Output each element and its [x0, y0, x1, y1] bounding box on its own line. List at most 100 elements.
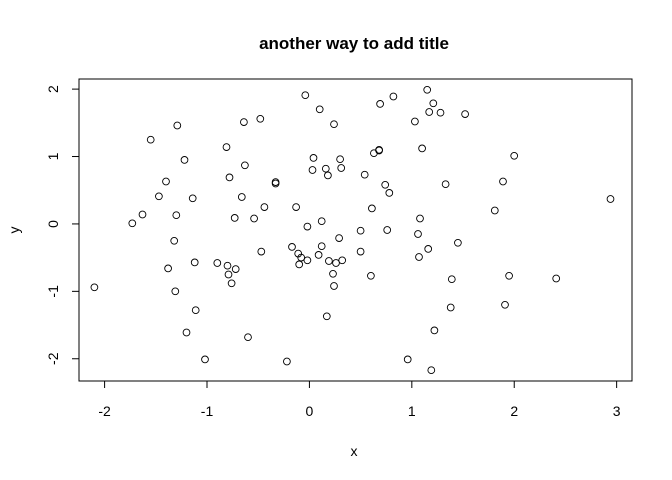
data-point	[213, 259, 222, 267]
data-point	[256, 114, 265, 123]
data-point	[367, 271, 375, 280]
data-point	[418, 144, 426, 153]
data-point	[314, 251, 323, 259]
data-point	[415, 253, 423, 261]
data-point	[330, 282, 338, 290]
data-point	[425, 108, 434, 116]
data-point	[403, 355, 412, 364]
data-point	[308, 166, 317, 174]
data-point	[288, 243, 296, 251]
data-point	[499, 177, 507, 186]
data-point	[182, 328, 191, 337]
data-point	[146, 135, 155, 144]
data-point	[297, 253, 306, 262]
data-point	[201, 355, 209, 364]
data-point	[337, 164, 346, 172]
data-point	[240, 118, 248, 126]
data-point	[172, 211, 181, 220]
data-point	[338, 256, 347, 265]
data-point	[461, 110, 469, 118]
y-tick-label: 0	[45, 220, 61, 228]
data-point	[180, 156, 189, 164]
data-point	[389, 92, 398, 101]
data-point	[383, 226, 392, 234]
data-point	[301, 91, 310, 100]
data-point	[322, 312, 331, 321]
y-tick-label: -1	[45, 285, 61, 298]
plot-frame	[78, 78, 633, 382]
data-point	[375, 145, 383, 154]
data-point	[330, 120, 338, 129]
x-tick-label: -2	[98, 403, 111, 419]
data-point	[552, 274, 561, 283]
data-point	[436, 108, 445, 117]
x-tick-label: 0	[306, 403, 314, 419]
data-point	[505, 271, 513, 280]
data-point	[128, 219, 137, 228]
data-point	[191, 306, 200, 315]
data-point	[335, 234, 343, 242]
data-point	[368, 204, 376, 213]
data-point	[171, 287, 180, 296]
data-point	[427, 366, 436, 375]
y-axis-label: y	[6, 227, 22, 234]
data-point	[606, 195, 615, 203]
data-point	[441, 180, 450, 189]
data-point	[309, 154, 318, 162]
data-point	[241, 161, 249, 170]
chart-title: another way to add title	[259, 34, 449, 53]
data-point	[173, 121, 182, 130]
data-points	[90, 85, 615, 375]
data-point	[231, 265, 240, 273]
y-axis: -2 -1 0 1 2	[45, 85, 80, 365]
x-tick-label: 2	[510, 403, 518, 419]
data-point	[237, 193, 246, 201]
y-tick-label: 2	[45, 85, 61, 93]
data-point	[155, 192, 163, 201]
data-point	[416, 214, 424, 223]
data-point	[430, 326, 439, 335]
data-point	[303, 256, 312, 265]
data-point	[244, 333, 252, 342]
data-point	[283, 357, 291, 366]
data-point	[490, 206, 499, 215]
data-point	[190, 258, 199, 267]
data-point	[303, 222, 312, 231]
data-point	[317, 217, 326, 226]
data-point	[90, 283, 99, 292]
x-axis: -2 -1 0 1 2 3	[98, 380, 621, 419]
data-point	[424, 245, 433, 253]
data-point	[164, 264, 172, 273]
data-point	[385, 189, 394, 197]
data-point	[446, 303, 455, 312]
data-point	[336, 155, 344, 164]
data-point	[317, 242, 326, 251]
data-point	[454, 238, 462, 247]
data-point	[295, 260, 304, 269]
data-point	[324, 171, 332, 180]
y-tick-label: -2	[45, 352, 61, 365]
data-point	[138, 210, 147, 219]
x-tick-label: -1	[201, 403, 214, 419]
data-point	[510, 151, 519, 160]
x-tick-label: 3	[613, 403, 621, 419]
data-point	[227, 279, 236, 288]
data-point	[260, 203, 269, 211]
data-point	[414, 230, 422, 238]
data-point	[325, 257, 333, 265]
data-point	[222, 143, 231, 151]
data-point	[230, 214, 239, 222]
data-point	[447, 275, 456, 284]
data-point	[292, 203, 300, 211]
data-point	[250, 214, 258, 223]
data-point	[376, 100, 384, 108]
data-point	[224, 270, 233, 279]
data-point	[170, 236, 179, 245]
x-tick-label: 1	[408, 403, 416, 419]
data-point	[429, 99, 438, 108]
data-point	[332, 259, 340, 267]
data-point	[356, 247, 365, 256]
data-point	[356, 226, 365, 235]
data-point	[411, 117, 419, 126]
